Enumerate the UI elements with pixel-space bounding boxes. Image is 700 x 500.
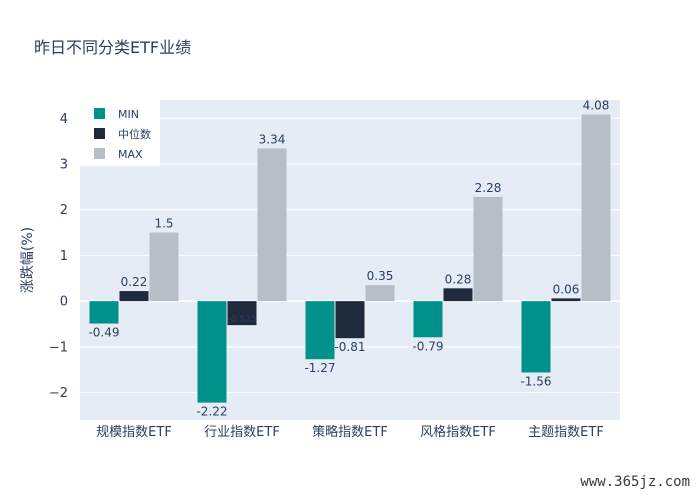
data-label: -1.27	[304, 361, 335, 375]
bar-MIN-风格指数ETF[interactable]	[413, 301, 443, 338]
y-tick-label: 0	[60, 295, 68, 310]
y-tick-label: 3	[60, 158, 68, 173]
legend-label[interactable]: MAX	[118, 148, 143, 161]
y-tick-label: 1	[60, 249, 68, 264]
bar-MAX-规模指数ETF[interactable]	[149, 232, 179, 302]
data-labels: -0.49 0.22 1.5 -2.22 -0.525 3.34 -1.27 -0.81 0.3…	[88, 99, 609, 419]
data-label: -0.49	[88, 326, 119, 340]
legend[interactable]: MIN 中位数 MAX	[80, 100, 160, 166]
bar-中位数-主题指数ETF[interactable]	[551, 298, 581, 302]
x-tick-label: 行业指数ETF	[204, 425, 280, 440]
legend-swatch[interactable]	[94, 148, 105, 159]
data-label: -2.22	[196, 405, 227, 419]
bar-MIN-行业指数ETF[interactable]	[197, 301, 227, 403]
data-label: 0.06	[553, 282, 580, 296]
x-tick-label: 规模指数ETF	[96, 425, 172, 440]
data-label: -0.525	[227, 315, 256, 325]
legend-swatch[interactable]	[94, 108, 105, 119]
bar-MAX-主题指数ETF[interactable]	[581, 114, 611, 302]
bar-中位数-规模指数ETF[interactable]	[119, 291, 149, 302]
bar-中位数-行业指数ETF[interactable]	[227, 301, 257, 326]
legend-box	[80, 100, 160, 166]
y-axis-label: 涨跌幅(%)	[20, 227, 36, 293]
data-label: 0.35	[367, 269, 394, 283]
legend-label[interactable]: MIN	[118, 108, 139, 121]
data-label: 1.5	[154, 217, 173, 231]
watermark-text: www.365jz.com	[580, 474, 690, 490]
data-label: -1.56	[520, 374, 551, 388]
axes: −2 −1 0 1 2 3 4 规模指数ETF 行业指数ETF 策略指数ETF 风格指数ETF 主题指…	[49, 112, 604, 440]
data-label: -0.81	[334, 340, 365, 354]
legend-label[interactable]: 中位数	[118, 127, 151, 141]
x-tick-label: 风格指数ETF	[420, 424, 496, 440]
legend-swatch[interactable]	[94, 128, 105, 139]
bar-MIN-策略指数ETF[interactable]	[305, 301, 335, 360]
y-tick-label: 4	[60, 112, 68, 127]
data-label: 4.08	[583, 99, 610, 113]
y-tick-label: −2	[49, 386, 68, 401]
bars	[89, 114, 611, 403]
bar-MIN-规模指数ETF[interactable]	[89, 301, 119, 324]
x-tick-label: 策略指数ETF	[312, 424, 388, 440]
data-label: -0.79	[412, 339, 443, 353]
y-tick-label: −1	[49, 340, 68, 355]
bar-中位数-风格指数ETF[interactable]	[443, 288, 473, 302]
data-label: 0.22	[121, 275, 148, 289]
bar-MAX-行业指数ETF[interactable]	[257, 148, 287, 302]
data-label: 3.34	[259, 132, 286, 146]
data-label: 0.28	[445, 272, 472, 286]
data-label: 2.28	[475, 181, 502, 195]
bar-MAX-策略指数ETF[interactable]	[365, 285, 395, 302]
y-tick-label: 2	[60, 203, 68, 218]
bar-MAX-风格指数ETF[interactable]	[473, 196, 503, 302]
bar-MIN-主题指数ETF[interactable]	[521, 301, 551, 373]
chart-title: 昨日不同分类ETF业绩	[34, 38, 192, 57]
bar-中位数-策略指数ETF[interactable]	[335, 301, 365, 339]
x-tick-label: 主题指数ETF	[528, 425, 604, 440]
